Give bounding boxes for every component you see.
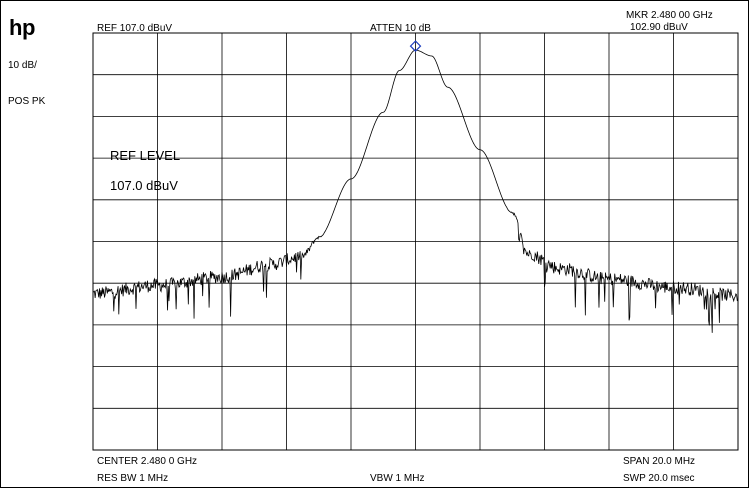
brand-logo: hp bbox=[9, 15, 35, 40]
marker-level-readout: 102.90 dBuV bbox=[630, 22, 688, 33]
detector-readout: POS PK bbox=[8, 96, 46, 107]
graticule bbox=[93, 33, 738, 450]
scale-readout: 10 dB/ bbox=[8, 60, 37, 71]
attenuation-readout: ATTEN 10 dB bbox=[370, 23, 431, 34]
peak-marker-diamond bbox=[409, 40, 422, 52]
spectrum-trace bbox=[92, 49, 739, 333]
ref-level-readout: REF 107.0 dBuV bbox=[97, 23, 173, 34]
span-readout: SPAN 20.0 MHz bbox=[623, 456, 696, 467]
video-bandwidth-readout: VBW 1 MHz bbox=[370, 473, 425, 484]
resolution-bandwidth-readout: RES BW 1 MHz bbox=[97, 473, 169, 484]
ref-level-label: REF LEVEL bbox=[110, 148, 181, 163]
marker-frequency-readout: MKR 2.480 00 GHz bbox=[626, 10, 713, 21]
sweep-time-readout: SWP 20.0 msec bbox=[623, 473, 695, 484]
ref-level-value: 107.0 dBuV bbox=[110, 178, 178, 193]
center-frequency-readout: CENTER 2.480 0 GHz bbox=[97, 456, 198, 467]
